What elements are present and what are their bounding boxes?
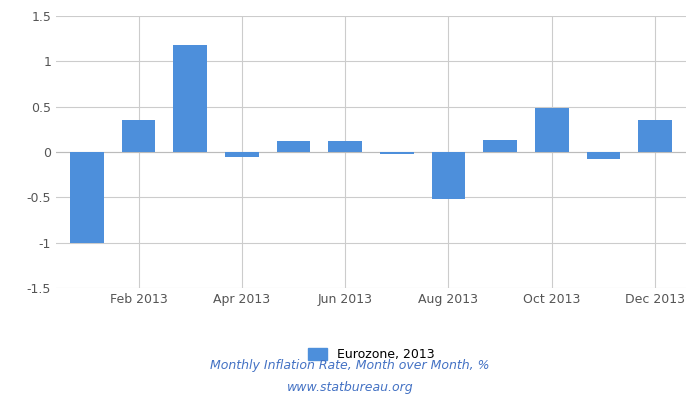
Bar (174, 45, 207, 152)
Bar (276, 141, 310, 152)
Bar (70, 152, 104, 243)
Bar (483, 140, 517, 152)
Bar (380, 152, 414, 154)
Legend: Eurozone, 2013: Eurozone, 2013 (303, 343, 439, 366)
Bar (638, 120, 672, 152)
Bar (535, 108, 568, 152)
Bar (328, 141, 362, 152)
Text: www.statbureau.org: www.statbureau.org (287, 382, 413, 394)
Bar (122, 120, 155, 152)
Bar (225, 152, 259, 156)
Bar (432, 152, 466, 199)
Text: Monthly Inflation Rate, Month over Month, %: Monthly Inflation Rate, Month over Month… (210, 360, 490, 372)
Bar (587, 152, 620, 159)
